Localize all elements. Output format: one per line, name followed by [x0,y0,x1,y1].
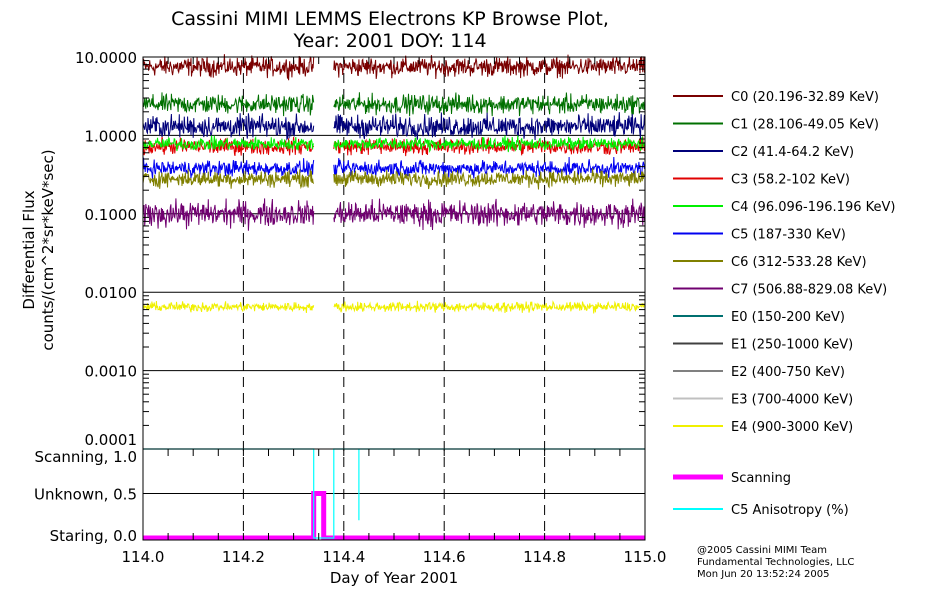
series-line-c0 [142,54,315,81]
lower-plot-frame [142,448,646,541]
x-tick-label: 114.6 [423,548,466,566]
y-tick-label-lower: Scanning, 1.0 [34,448,137,466]
y-axis-label-2: counts/(cm^2*sr*keV*sec) [39,149,57,350]
x-tick-label: 114.0 [122,548,165,566]
y-tick-label: 0.0100 [85,284,138,302]
series-line-c1 [142,92,315,117]
footer-company: Fundamental Technologies, LLC [697,557,854,568]
legend-label: C2 (41.4-64.2 KeV) [731,145,854,160]
series-line-c7 [333,198,646,231]
series-line-e4 [333,300,646,314]
y-tick-label-lower: Staring, 0.0 [50,527,137,545]
y-tick-label: 0.0001 [85,431,138,449]
legend-label: C3 (58.2-102 KeV) [731,173,850,188]
series-line-c4 [142,135,315,152]
footer-timestamp: Mon Jun 20 13:52:24 2005 [697,569,830,580]
x-tick-label: 114.8 [523,548,566,566]
legend-label: C0 (20.196-32.89 KeV) [731,90,879,105]
series-line-e4 [142,300,315,314]
legend-label: Scanning [731,471,791,486]
y-tick-label: 0.1000 [85,206,138,224]
legend-label: E4 (900-3000 KeV) [731,420,853,435]
y-axis-label-1: Differential Flux [20,190,38,309]
series-line-c2 [333,112,646,141]
legend-label: E0 (150-200 KeV) [731,310,845,325]
scanning-line [143,491,645,541]
y-tick-label: 1.0000 [85,127,138,145]
x-tick-label: 114.4 [322,548,365,566]
upper-plot-frame [142,56,646,450]
footer-copyright: @2005 Cassini MIMI Team [697,545,827,556]
x-axis-label: Day of Year 2001 [330,569,458,587]
series-line-c5 [333,156,646,179]
x-tick-label: 115.0 [624,548,667,566]
legend-label: C5 Anisotropy (%) [731,503,849,518]
legend-label: C4 (96.096-196.196 KeV) [731,200,895,215]
series-line-c4 [333,135,646,154]
series-line-c0 [333,54,646,80]
series-line-c7 [142,198,315,231]
legend-label: C7 (506.88-829.08 KeV) [731,283,887,298]
y-tick-label: 10.0000 [75,49,137,67]
legend-label: E1 (250-1000 KeV) [731,338,853,353]
series-line-c2 [142,113,315,141]
series-line-c1 [333,92,646,117]
series-line-c6 [142,169,315,190]
legend-label: C6 (312-533.28 KeV) [731,255,867,270]
y-tick-label-lower: Unknown, 0.5 [34,486,137,504]
series-line-c6 [333,168,646,190]
legend-label: C5 (187-330 KeV) [731,228,846,243]
y-tick-label: 0.0010 [85,363,138,381]
legend-label: E3 (700-4000 KeV) [731,393,853,408]
series-line-c5 [142,157,315,180]
legend-label: E2 (400-750 KeV) [731,365,845,380]
chart-title: Cassini MIMI LEMMS Electrons KP Browse P… [171,8,609,30]
legend-label: C1 (28.106-49.05 KeV) [731,118,879,133]
chart-subtitle: Year: 2001 DOY: 114 [292,30,486,52]
x-tick-label: 114.2 [222,548,265,566]
